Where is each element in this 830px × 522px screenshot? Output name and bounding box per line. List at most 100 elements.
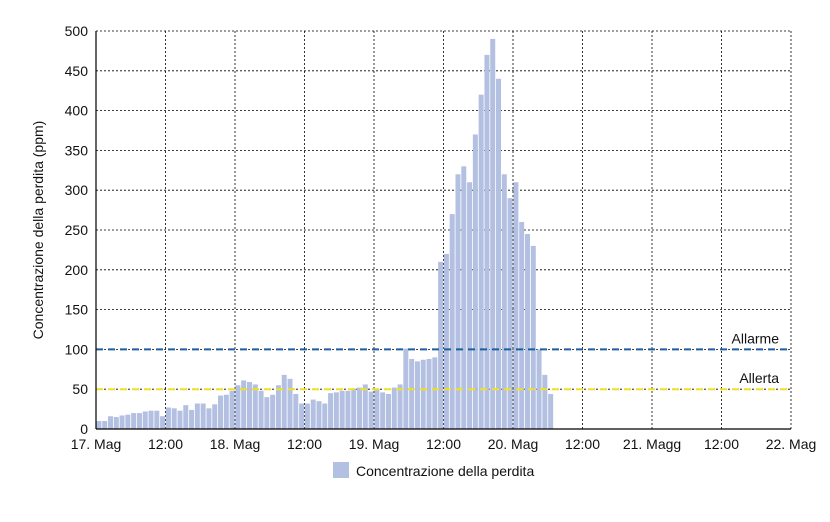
- bar: [461, 166, 467, 429]
- bar: [467, 182, 473, 429]
- bar: [328, 393, 334, 429]
- bar: [478, 94, 484, 430]
- bar: [287, 378, 293, 429]
- bar: [102, 421, 108, 429]
- bar: [154, 410, 160, 429]
- bar: [507, 198, 513, 429]
- bar: [316, 401, 322, 429]
- bar: [310, 399, 316, 429]
- bar: [252, 384, 258, 429]
- legend-label: Concentrazione della perdita: [356, 463, 534, 479]
- bar: [513, 182, 519, 429]
- y-tick-label: 450: [65, 63, 89, 79]
- y-tick-label: 400: [65, 103, 89, 119]
- y-tick-label: 150: [65, 302, 89, 318]
- bar: [119, 415, 125, 429]
- legend: Concentrazione della perdita: [333, 462, 534, 479]
- bar: [472, 134, 478, 430]
- bar: [420, 359, 426, 429]
- bar: [113, 417, 119, 429]
- x-tick-label: 17. Mag: [71, 436, 122, 452]
- x-tick-label: 19. Mag: [349, 436, 400, 452]
- bar: [270, 394, 276, 429]
- y-tick-label: 0: [80, 421, 88, 437]
- bar: [455, 174, 461, 429]
- bar: [524, 233, 530, 429]
- bar: [171, 408, 177, 429]
- bar: [293, 393, 299, 429]
- reference-label-allerta: Allerta: [739, 370, 779, 386]
- bar: [200, 403, 206, 429]
- bar: [357, 387, 363, 429]
- y-tick-labels: 0 50 100 150 200 250 300 350 400 450 500: [65, 23, 89, 437]
- x-tick-label: 12:00: [704, 436, 739, 452]
- bar: [229, 390, 235, 429]
- legend-swatch: [333, 462, 349, 478]
- bar: [212, 404, 218, 429]
- bar: [542, 374, 548, 429]
- y-tick-label: 100: [65, 341, 89, 357]
- bar: [142, 411, 148, 429]
- bar: [403, 348, 409, 429]
- bar: [235, 385, 241, 429]
- bar: [449, 214, 455, 429]
- x-tick-label: 20. Mag: [488, 436, 539, 452]
- bar: [275, 385, 281, 429]
- bar: [438, 261, 444, 429]
- y-tick-label: 350: [65, 142, 89, 158]
- bars: [96, 38, 554, 430]
- bar: [299, 403, 305, 429]
- bar: [125, 414, 131, 429]
- reference-lines: Allarme Allerta: [96, 330, 791, 391]
- bar: [333, 392, 339, 429]
- y-tick-label: 50: [72, 381, 88, 397]
- bar: [218, 395, 224, 429]
- bar: [246, 382, 252, 429]
- bar: [490, 38, 496, 430]
- x-tick-label: 12:00: [565, 436, 600, 452]
- bar: [136, 413, 142, 429]
- bar: [339, 390, 345, 429]
- bar: [548, 393, 554, 429]
- bar: [496, 78, 502, 429]
- bar: [409, 358, 415, 429]
- bar: [368, 391, 374, 429]
- y-tick-label: 250: [65, 222, 89, 238]
- bar: [107, 416, 113, 429]
- bar: [258, 390, 264, 429]
- bar: [380, 392, 386, 429]
- bar: [519, 222, 525, 429]
- y-tick-label: 500: [65, 23, 89, 39]
- bar: [206, 408, 212, 429]
- bar: [304, 403, 310, 429]
- bar: [223, 394, 229, 429]
- bar: [345, 390, 351, 429]
- bar: [391, 387, 397, 429]
- bar: [322, 403, 328, 429]
- bar: [536, 349, 542, 429]
- bar: [281, 374, 287, 429]
- x-tick-label: 12:00: [426, 436, 461, 452]
- bar: [501, 174, 507, 429]
- bar: [131, 413, 137, 429]
- bar: [241, 380, 247, 429]
- x-tick-label: 12:00: [287, 436, 322, 452]
- bar: [414, 361, 420, 429]
- bar: [385, 393, 391, 429]
- y-tick-label: 300: [65, 182, 89, 198]
- x-tick-label: 12:00: [148, 436, 183, 452]
- bar: [194, 403, 200, 429]
- bar: [530, 245, 536, 429]
- bar: [397, 384, 403, 429]
- bar: [351, 388, 357, 429]
- bar: [177, 410, 183, 429]
- bar: [443, 253, 449, 429]
- bar: [264, 397, 270, 429]
- bar: [148, 410, 154, 429]
- bar: [165, 407, 171, 429]
- grid: [96, 30, 792, 429]
- x-tick-label: 21. Magg: [623, 436, 681, 452]
- bar: [426, 358, 432, 429]
